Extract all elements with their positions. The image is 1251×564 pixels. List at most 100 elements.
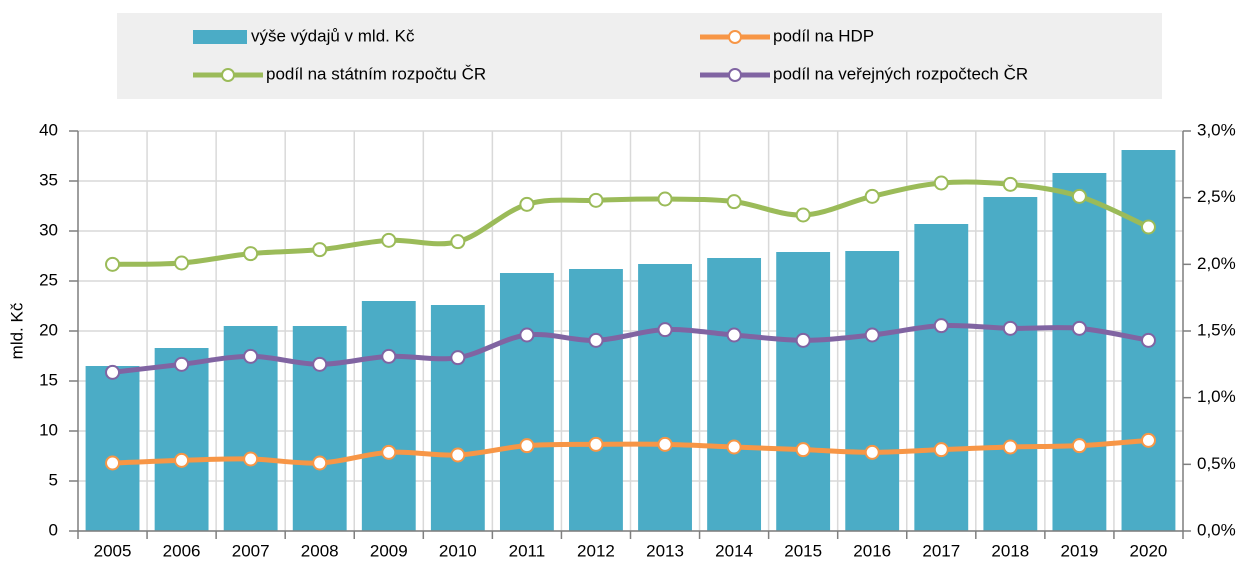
point xyxy=(312,356,328,372)
x-tick-label: 2010 xyxy=(439,541,477,560)
point xyxy=(657,436,673,452)
point xyxy=(864,327,880,343)
x-tick-label: 2013 xyxy=(646,541,684,560)
legend-box xyxy=(117,13,1162,99)
point xyxy=(795,332,811,348)
y2-tick-label: 2,0% xyxy=(1197,254,1236,273)
x-tick-label: 2015 xyxy=(784,541,822,560)
point xyxy=(726,194,742,210)
point xyxy=(1071,438,1087,454)
x-tick-label: 2009 xyxy=(370,541,408,560)
legend-swatch xyxy=(193,30,247,44)
bar xyxy=(845,251,900,531)
point xyxy=(450,234,466,250)
bar xyxy=(776,252,831,531)
legend-label: podíl na HDP xyxy=(773,26,874,45)
point xyxy=(450,447,466,463)
y2-tick-label: 0,5% xyxy=(1197,454,1236,473)
y-tick-label: 35 xyxy=(39,170,58,189)
point xyxy=(588,436,604,452)
bar xyxy=(983,197,1038,531)
y-tick-label: 0 xyxy=(49,520,58,539)
x-tick-label: 2016 xyxy=(853,541,891,560)
point xyxy=(450,350,466,366)
point xyxy=(657,191,673,207)
y2-tick-label: 2,5% xyxy=(1197,187,1236,206)
point xyxy=(1140,332,1156,348)
bar xyxy=(638,264,692,531)
point xyxy=(243,348,259,364)
point xyxy=(864,188,880,204)
point xyxy=(726,327,742,343)
y-tick-label: 15 xyxy=(39,370,58,389)
point xyxy=(933,175,949,191)
point xyxy=(381,444,397,460)
point xyxy=(519,327,535,343)
y2-tick-label: 3,0% xyxy=(1197,120,1236,139)
legend-marker xyxy=(221,68,235,82)
x-tick-label: 2020 xyxy=(1130,541,1168,560)
bar xyxy=(707,258,762,531)
x-tick-label: 2019 xyxy=(1060,541,1098,560)
point xyxy=(105,256,121,272)
legend-marker xyxy=(728,68,742,82)
point xyxy=(174,356,190,372)
point xyxy=(174,452,190,468)
point xyxy=(1071,320,1087,336)
point xyxy=(519,196,535,212)
point xyxy=(1002,439,1018,455)
bar xyxy=(1052,173,1107,531)
x-tick-label: 2012 xyxy=(577,541,615,560)
legend-label: podíl na veřejných rozpočtech ČR xyxy=(773,64,1028,83)
point xyxy=(1140,219,1156,235)
legend-label: podíl na státním rozpočtu ČR xyxy=(266,64,486,83)
point xyxy=(1002,176,1018,192)
x-tick-label: 2008 xyxy=(301,541,339,560)
y-tick-label: 25 xyxy=(39,270,58,289)
point xyxy=(381,232,397,248)
bar xyxy=(499,273,554,531)
legend-label: výše výdajů v mld. Kč xyxy=(251,26,415,45)
bar xyxy=(154,348,209,531)
y-axis-label: mld. Kč xyxy=(7,302,26,359)
x-tick-label: 2006 xyxy=(163,541,201,560)
line xyxy=(112,437,1149,466)
point xyxy=(726,439,742,455)
bar xyxy=(85,366,140,531)
point xyxy=(243,451,259,467)
point xyxy=(174,255,190,271)
y-tick-label: 30 xyxy=(39,220,58,239)
point xyxy=(312,242,328,258)
point xyxy=(312,455,328,471)
point xyxy=(933,442,949,458)
bar xyxy=(430,305,485,531)
x-tick-label: 2011 xyxy=(509,541,546,560)
legend-marker xyxy=(728,30,742,44)
point xyxy=(105,455,121,471)
bar xyxy=(361,301,416,531)
point xyxy=(588,192,604,208)
y2-tick-label: 1,0% xyxy=(1197,387,1236,406)
line xyxy=(112,179,1150,267)
point xyxy=(105,364,121,380)
point xyxy=(519,438,535,454)
y-tick-label: 20 xyxy=(39,320,58,339)
y-tick-label: 10 xyxy=(39,420,58,439)
bar xyxy=(914,224,969,531)
x-tick-label: 2017 xyxy=(922,541,960,560)
x-tick-label: 2007 xyxy=(232,541,270,560)
point xyxy=(1002,320,1018,336)
y-tick-label: 40 xyxy=(39,120,58,139)
point xyxy=(243,246,259,262)
x-tick-label: 2018 xyxy=(991,541,1029,560)
y2-tick-label: 1,5% xyxy=(1197,320,1236,339)
point xyxy=(1071,188,1087,204)
point xyxy=(795,442,811,458)
point xyxy=(933,318,949,334)
point xyxy=(795,207,811,223)
bar xyxy=(569,269,623,531)
x-tick-label: 2014 xyxy=(715,541,753,560)
y2-tick-label: 0,0% xyxy=(1197,520,1236,539)
line xyxy=(112,322,1149,375)
